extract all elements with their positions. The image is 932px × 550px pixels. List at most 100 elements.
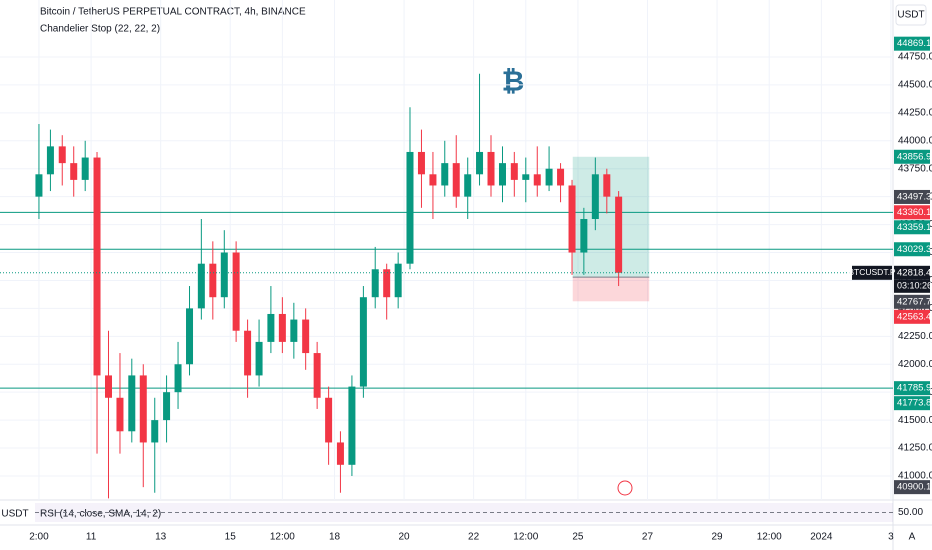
- candle-body: [244, 330, 252, 376]
- candle-body: [487, 151, 495, 186]
- candle-body: [568, 185, 576, 253]
- candle-body: [313, 353, 321, 398]
- bitcoin-logo: ₿: [502, 65, 525, 96]
- y-tick-label: 44000.0: [898, 135, 932, 146]
- y-tick-label: 42250.0: [898, 331, 932, 342]
- y-tick-label: 41500.0: [898, 415, 932, 426]
- price-label-box: [894, 220, 930, 235]
- price-label-box: [894, 381, 930, 396]
- symbol-box: [852, 265, 892, 280]
- chart-title: Bitcoin / TetherUS PERPETUAL CONTRACT, 4…: [40, 7, 306, 18]
- candle-body: [209, 263, 217, 298]
- price-label-box: [894, 396, 930, 411]
- candle-body: [81, 157, 89, 180]
- y-tick-label: 43750.0: [898, 163, 932, 174]
- price-label: 42767.7: [897, 296, 931, 307]
- y-tick-label: 41250.0: [898, 443, 932, 454]
- price-label-box: [894, 149, 930, 164]
- y-tick-label: 41000.0: [898, 471, 932, 482]
- candle-body: [163, 392, 171, 421]
- x-tick-label: 29: [711, 532, 723, 543]
- candle-body: [603, 174, 611, 197]
- price-label-box: [894, 480, 930, 495]
- candle-body: [406, 151, 414, 264]
- candle-body: [46, 146, 54, 175]
- candle-body: [151, 420, 159, 443]
- candle-body: [476, 151, 484, 175]
- price-label: 43359.1: [897, 222, 931, 233]
- price-label: 43029.3: [897, 244, 931, 255]
- candle-body: [429, 174, 437, 186]
- candle-body: [267, 313, 275, 342]
- candle-body: [359, 297, 367, 387]
- x-tick-label: 3: [888, 532, 894, 543]
- price-label: 40900.1: [897, 482, 931, 493]
- candle-body: [580, 218, 588, 253]
- candle-body: [533, 174, 541, 186]
- candle-body: [232, 252, 240, 331]
- x-tick-label: 13: [155, 532, 167, 543]
- candle-body: [278, 313, 286, 342]
- price-label-box: [894, 294, 930, 309]
- candle-body: [220, 252, 228, 298]
- x-tick-label: 22: [468, 532, 480, 543]
- price-label: 42563.4: [897, 311, 931, 322]
- candle-body: [128, 375, 136, 432]
- candle-body: [498, 163, 506, 186]
- candle-body: [58, 146, 66, 164]
- x-tick-label: 25: [572, 532, 584, 543]
- candle-body: [522, 174, 530, 180]
- candle-body: [336, 442, 344, 465]
- event-icon[interactable]: [617, 480, 633, 496]
- candle-body: [394, 263, 402, 298]
- candle-body: [417, 151, 425, 175]
- candle-body: [591, 174, 599, 219]
- candle-body: [255, 341, 263, 376]
- x-tick-label: 2024: [810, 532, 833, 543]
- rsi-currency: USDT: [1, 509, 28, 520]
- price-label-box: [894, 265, 930, 280]
- candle-body: [104, 375, 112, 398]
- symbol-label: BTCUSDT.P: [848, 267, 896, 277]
- y-tick-label: 44500.0: [898, 80, 932, 91]
- price-label-box: [894, 36, 930, 51]
- price-label-box: [894, 205, 930, 220]
- candle-body: [545, 168, 553, 186]
- x-tick-label: 11: [86, 532, 97, 543]
- price-label: 41785.9: [897, 383, 931, 394]
- scale-mode[interactable]: A: [909, 532, 916, 543]
- rsi-label: RSI (14, close, SMA, 14, 2): [40, 509, 161, 520]
- y-tick-label: 44750.0: [898, 52, 932, 63]
- price-label: 43360.1: [897, 207, 931, 218]
- candle-body: [510, 163, 518, 180]
- candle-body: [464, 174, 472, 197]
- candle-body: [70, 163, 78, 180]
- candle-body: [371, 269, 379, 298]
- x-tick-label: 12:00: [757, 532, 782, 543]
- price-label-box: [894, 189, 930, 204]
- candle-body: [93, 157, 101, 376]
- price-label: 44869.1: [897, 38, 931, 49]
- x-tick-label: 15: [225, 532, 237, 543]
- candle-body: [35, 174, 43, 197]
- price-label-box: [894, 309, 930, 324]
- x-tick-label: 2:00: [29, 532, 49, 543]
- candle-body: [197, 263, 205, 309]
- y-tick-label: 44250.0: [898, 107, 932, 118]
- currency[interactable]: USDT: [897, 10, 924, 21]
- price-label: 41773.8: [897, 398, 931, 409]
- countdown-box: [894, 279, 930, 293]
- candle-body: [325, 397, 333, 443]
- currency-button[interactable]: [895, 4, 927, 26]
- price-label: 43497.3: [897, 191, 931, 202]
- indicator-label: Chandelier Stop (22, 22, 2): [40, 24, 160, 35]
- candle-body: [139, 375, 147, 443]
- price-label-box: [894, 242, 930, 257]
- x-tick-label: 18: [329, 532, 341, 543]
- candle-body: [290, 319, 298, 342]
- position-target: [572, 156, 650, 278]
- candle-body: [186, 308, 194, 365]
- candle-body: [383, 269, 391, 298]
